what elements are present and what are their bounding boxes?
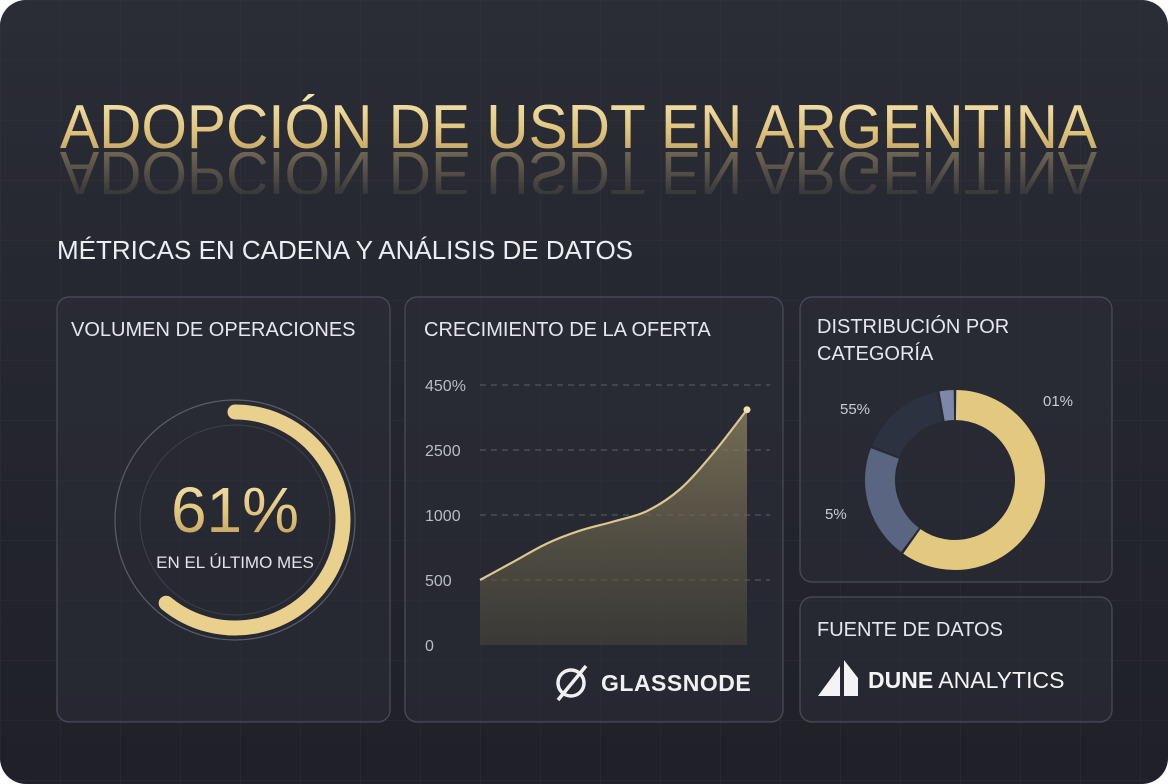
area-fill <box>480 409 747 645</box>
brand-part: DUNE <box>868 667 933 693</box>
page-subtitle: MÉTRICAS EN CADENA Y ANÁLISIS DE DATOS <box>57 235 633 265</box>
y-tick-label: 0 <box>425 638 434 655</box>
source-brand: GLASSNODE <box>601 670 751 696</box>
source-brand: DUNE ANALYTICS <box>868 667 1064 693</box>
brand-part: ANALYTICS <box>938 667 1064 693</box>
title-reflection: ADOPCIÓN DE USDT EN ARGENTINA <box>60 138 1098 207</box>
donut-slice <box>939 390 955 421</box>
gauge-arc <box>158 404 351 636</box>
end-point <box>743 406 751 414</box>
donut-slice <box>865 448 920 553</box>
page-title-reflection: ADOPCIÓN DE USDT EN ARGENTINA <box>60 138 1098 207</box>
donut-annotation: 01% <box>1043 393 1073 410</box>
gauge-ring <box>114 399 356 641</box>
glassnode-logo <box>556 664 588 702</box>
donut-annotation: 55% <box>840 401 870 418</box>
y-tick-label: 2500 <box>425 443 461 460</box>
panel-title: DISTRIBUCIÓN POR CATEGORÍA <box>817 316 1010 365</box>
donut-annotation: 5% <box>825 506 847 523</box>
y-tick-label: 450% <box>425 378 466 395</box>
panel-title: CRECIMIENTO DE LA OFERTA <box>424 319 711 341</box>
gauge-inner-ring <box>139 424 331 616</box>
panel-title: VOLUMEN DE OPERACIONES <box>71 319 356 341</box>
panel <box>799 596 1113 723</box>
donut-slice <box>871 391 944 458</box>
dune-logo <box>818 660 858 696</box>
gauge-value: 61% <box>171 474 299 546</box>
donut-slice <box>903 390 1045 570</box>
page-title: ADOPCIÓN DE USDT EN ARGENTINA <box>60 93 1098 162</box>
y-tick-label: 500 <box>425 573 452 590</box>
y-tick-label: 1000 <box>425 508 461 525</box>
gauge-caption: EN EL ÚLTIMO MES <box>156 553 314 572</box>
area-line <box>479 409 748 581</box>
panel-title-box: DISTRIBUCIÓN POR CATEGORÍA <box>817 316 1010 365</box>
panel-title: FUENTE DE DATOS <box>817 619 1003 641</box>
